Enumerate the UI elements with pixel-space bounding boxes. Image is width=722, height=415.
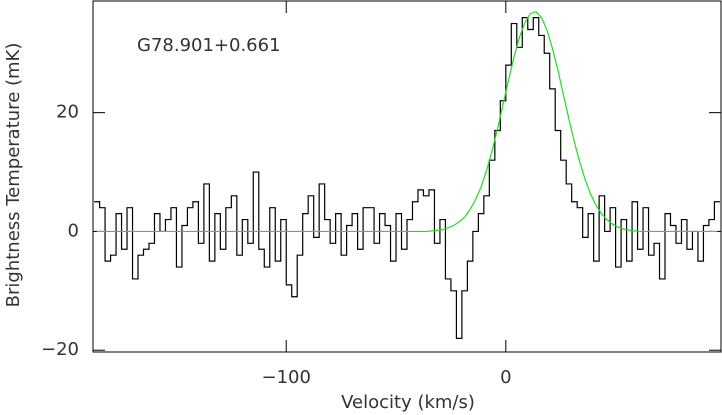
- y-tick-label: −20: [41, 339, 79, 360]
- x-tick-label: −100: [262, 367, 311, 388]
- plot-frame: [92, 0, 722, 353]
- x-axis-label: Velocity (km/s): [341, 392, 475, 413]
- spectrum: [94, 17, 720, 339]
- fit-curve: [96, 11, 718, 233]
- y-tick-label: 20: [56, 102, 79, 123]
- annotation: G78.901+0.661: [137, 35, 281, 56]
- x-tick-label: 0: [500, 367, 511, 388]
- y-axis-label: Brightness Temperature (mK): [3, 43, 24, 308]
- y-tick-label: 0: [68, 220, 79, 241]
